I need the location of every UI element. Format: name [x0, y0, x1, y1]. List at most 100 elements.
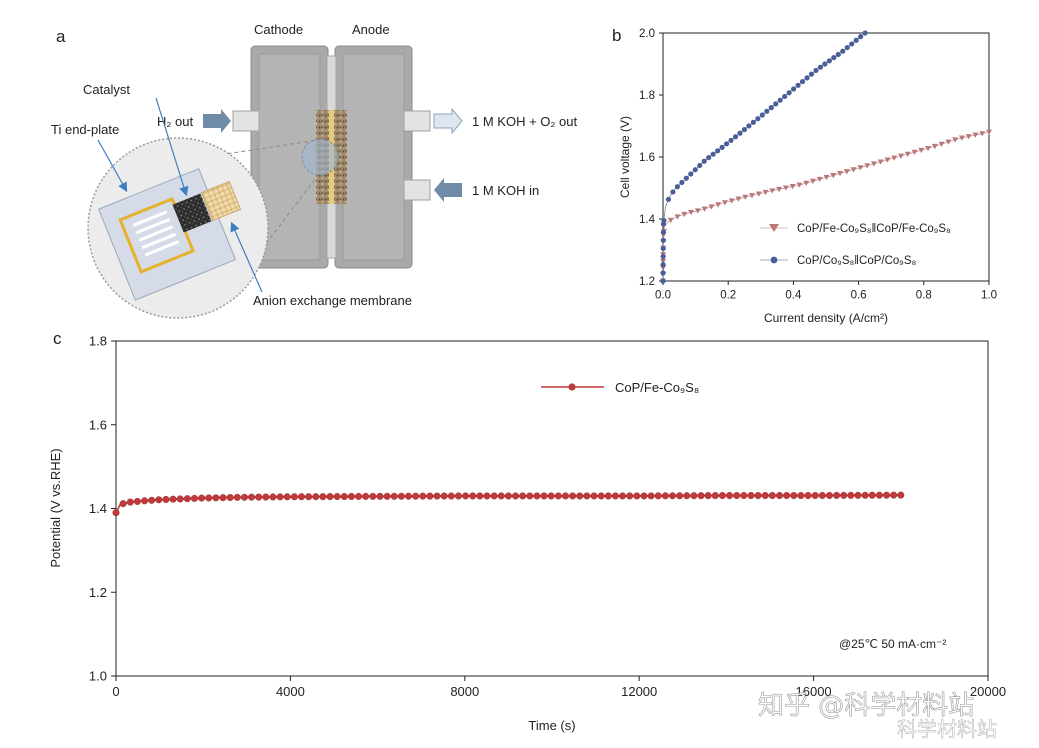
data-point: [667, 217, 674, 224]
data-point: [762, 189, 769, 196]
data-point: [857, 165, 864, 171]
data-point: [283, 493, 291, 501]
flow-channels: [132, 210, 180, 257]
data-point: [219, 494, 227, 502]
y-tick-label: 1.0: [89, 669, 107, 684]
data-point: [462, 492, 470, 500]
watermark-text-secondary: 科学材料站: [897, 717, 997, 741]
data-point: [844, 44, 850, 51]
data-point: [822, 61, 828, 67]
data-point: [665, 196, 672, 202]
data-point: [305, 493, 313, 501]
data-point: [945, 139, 952, 145]
data-point: [783, 492, 791, 500]
legend-stability-marker: [568, 383, 576, 391]
o2-out-arrow: [433, 107, 463, 135]
data-point: [732, 134, 739, 140]
data-point: [773, 101, 779, 107]
data-point: [965, 134, 972, 140]
data-point: [412, 492, 420, 500]
data-point: [938, 141, 945, 147]
data-point: [397, 492, 405, 500]
data-point: [979, 131, 986, 137]
data-point: [697, 492, 705, 500]
koh-in-arrow: [434, 178, 462, 202]
data-point: [619, 492, 627, 500]
panel-a: a Cathode Anode H₂ out 1 M KOH + O₂ out …: [51, 22, 577, 319]
data-point: [119, 500, 127, 508]
data-point: [554, 492, 562, 500]
data-point: [728, 137, 734, 143]
legend-co-marker: [770, 256, 778, 264]
data-point: [148, 496, 156, 504]
data-point: [688, 209, 695, 216]
data-point: [740, 492, 748, 500]
data-point: [749, 193, 756, 199]
data-point: [789, 184, 796, 190]
data-point: [340, 493, 348, 501]
chart-b-series: [660, 30, 992, 284]
h2-out-arrow: [203, 109, 231, 133]
data-point: [176, 495, 184, 503]
data-point: [972, 132, 979, 138]
data-point: [843, 169, 850, 175]
data-point: [240, 493, 248, 501]
data-point: [777, 97, 783, 103]
data-point: [162, 495, 170, 503]
chart-c-frame: [115, 340, 989, 677]
data-point: [512, 492, 520, 500]
data-point: [526, 492, 534, 500]
data-point: [483, 492, 491, 500]
y-tick-label: 1.4: [639, 214, 656, 226]
data-point: [155, 496, 163, 504]
ti-end-plate-label: Ti end-plate: [51, 122, 119, 137]
h2-out-label: H₂ out: [157, 114, 194, 129]
x-tick-label: 12000: [621, 684, 657, 699]
data-point: [759, 112, 765, 118]
data-point: [688, 171, 694, 177]
data-point: [547, 492, 555, 500]
x-tick-label: 1.0: [981, 290, 997, 302]
data-point: [715, 148, 721, 154]
x-tick-label: 8000: [450, 684, 479, 699]
data-point: [796, 182, 803, 188]
data-point: [248, 493, 256, 501]
catalyst-label: Catalyst: [83, 82, 130, 97]
data-point: [205, 494, 213, 502]
data-point: [776, 492, 784, 500]
data-point: [883, 491, 891, 499]
data-point: [540, 492, 548, 500]
x-tick-label: 20000: [970, 684, 1006, 699]
data-point: [813, 67, 819, 74]
data-point: [858, 34, 864, 40]
data-point: [454, 492, 462, 500]
data-point: [212, 494, 220, 502]
data-point: [590, 492, 598, 500]
data-point: [986, 129, 992, 135]
legend-fe-marker: [769, 224, 779, 232]
data-point: [319, 493, 327, 501]
watermark-text: 知乎 @科学材料站: [758, 691, 974, 721]
data-point: [674, 184, 680, 190]
panel-c-letter: c: [53, 329, 62, 348]
chart-c-xlabel: Time (s): [528, 718, 575, 733]
data-point: [383, 492, 391, 500]
data-point: [721, 200, 728, 206]
data-point: [746, 123, 752, 129]
data-point: [347, 492, 355, 500]
data-point: [764, 108, 770, 114]
chart-b-legend: CoP/Fe-Co₉S₈‖CoP/Fe-Co₉S₈ CoP/Co₉S₈‖CoP/…: [760, 223, 951, 267]
data-point: [769, 188, 776, 194]
zoom-source-circle: [301, 138, 339, 176]
data-point: [804, 75, 810, 81]
data-point: [715, 202, 722, 208]
data-point: [362, 492, 370, 500]
panel-b-letter: b: [612, 26, 621, 45]
data-point: [233, 493, 241, 501]
data-point: [708, 204, 715, 210]
data-point: [674, 214, 681, 220]
data-point: [679, 179, 685, 186]
data-point: [833, 491, 841, 499]
data-point: [884, 157, 891, 163]
